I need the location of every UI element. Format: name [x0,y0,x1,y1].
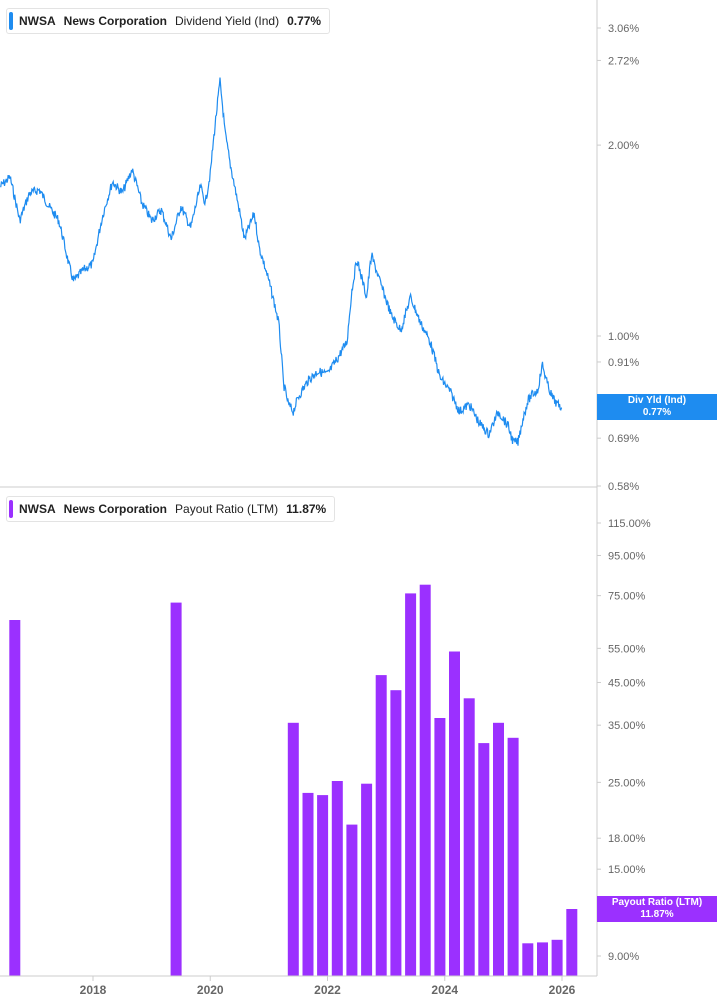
payout-tag-label: Payout Ratio (LTM) [611,897,703,908]
yield-tag-label: Div Yld (Ind) [627,395,687,406]
yield-legend: NWSA News Corporation Dividend Yield (In… [6,8,331,34]
payout-tick-label: 55.00% [608,643,646,655]
payout-tag-value: 11.87% [640,909,674,920]
payout-bar [331,781,343,976]
payout-bar [317,795,329,976]
payout-legend: NWSA News Corporation Payout Ratio (LTM)… [6,496,336,522]
yield-price-tag: Div Yld (Ind) 0.77% [597,394,717,420]
payout-tick-label: 115.00% [608,518,651,530]
payout-legend-value: 11.87% [286,502,327,516]
x-tick-label: 2022 [314,983,341,997]
payout-tick-label: 35.00% [608,720,646,732]
payout-bar [390,690,402,976]
payout-swatch [9,500,13,518]
payout-tick-label: 25.00% [608,777,646,789]
yield-tick-label: 2.00% [608,140,639,152]
payout-bars [9,584,578,976]
payout-bar [9,620,21,976]
payout-bar [507,737,519,976]
yield-tick-label: 0.91% [608,357,639,369]
yield-legend-metric: Dividend Yield (Ind) [175,14,280,28]
payout-bar [522,943,534,976]
payout-bar [361,783,373,976]
yield-tick-label: 0.69% [608,433,639,445]
payout-axis: 115.00% 95.00% 75.00% 55.00% 45.00% 35.00% 25.… [597,518,651,963]
payout-legend-ticker: NWSA [19,502,56,516]
yield-legend-ticker: NWSA [19,14,56,28]
payout-bar [346,824,358,976]
payout-bar [493,722,504,976]
payout-tick-label: 9.00% [608,951,639,963]
payout-bar [478,743,490,976]
yield-tick-label: 1.00% [608,331,639,343]
payout-bar [170,602,182,976]
x-tick-label: 2018 [80,983,107,997]
payout-tick-label: 45.00% [608,677,646,689]
payout-bar [449,651,460,976]
x-tick-label: 2024 [431,983,458,997]
payout-bar [405,593,417,976]
yield-legend-value: 0.77% [287,14,322,28]
payout-price-tag: Payout Ratio (LTM) 11.87% [597,896,717,922]
x-tick-label: 2020 [197,983,224,997]
payout-legend-company: News Corporation [63,502,168,516]
payout-bar [463,698,475,976]
payout-tick-label: 95.00% [608,550,646,562]
yield-tag-value: 0.77% [642,407,672,418]
yield-line [0,77,563,446]
yield-swatch [9,12,13,30]
yield-tick-label: 2.72% [608,55,639,67]
payout-bar [537,942,548,976]
payout-bar [566,909,578,976]
payout-tick-label: 18.00% [608,833,646,845]
yield-legend-company: News Corporation [63,14,168,28]
yield-axis: 3.06% 2.72% 2.00% 1.00% 0.91% 0.69% 0.58% [597,23,639,493]
payout-bar [375,675,387,976]
yield-tick-label: 0.58% [608,481,639,493]
payout-tick-label: 15.00% [608,864,646,876]
payout-bar [434,718,446,976]
x-tick-label: 2026 [549,983,576,997]
payout-bar [302,792,314,976]
x-axis: 2018 2020 2022 2024 2026 [0,975,597,997]
yield-tick-label: 3.06% [608,23,639,35]
payout-bar [419,584,431,976]
payout-tick-label: 75.00% [608,591,646,603]
payout-bar [287,722,299,976]
payout-legend-metric: Payout Ratio (LTM) [175,502,279,516]
payout-bar [551,939,563,976]
